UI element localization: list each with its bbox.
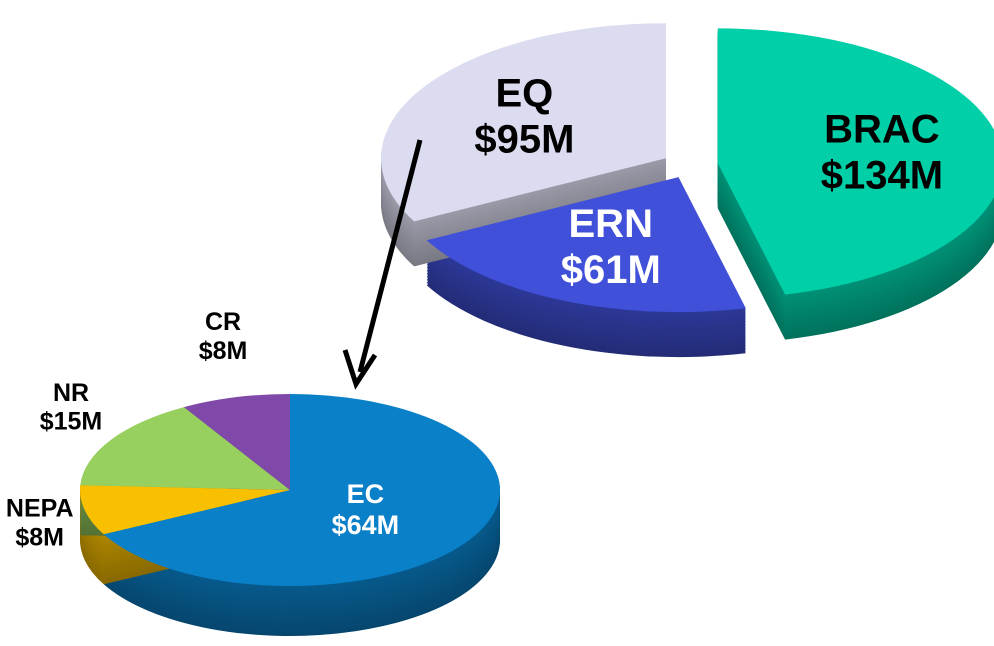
slice-label: ERN [569, 202, 653, 246]
slice-label: BRAC [824, 108, 940, 152]
slice [80, 407, 290, 490]
slice-value-label: $134M [821, 154, 943, 198]
pies: BRAC$134MERN$61MEQ$95MEC$64MNEPA$8MNR$15… [6, 23, 994, 636]
slice [426, 177, 746, 313]
slice-value-label: $8M [15, 523, 64, 551]
slice-label: NR [53, 379, 89, 407]
slice [381, 23, 666, 222]
slice [717, 28, 994, 295]
slice-value-label: $61M [561, 248, 661, 292]
slice-value-label: $15M [40, 408, 103, 436]
slice-label: EC [347, 479, 385, 509]
slice-label: CR [205, 308, 241, 336]
slice-label: EQ [495, 71, 553, 115]
arrow-shaft [357, 139, 423, 373]
slice-value-label: $8M [199, 337, 248, 365]
slice [184, 394, 290, 490]
slice [103, 393, 501, 587]
slice [80, 485, 291, 535]
slice-value-label: $64M [332, 510, 400, 540]
pie-chart: BRAC$134M ERN$61M EQ$95M [381, 23, 994, 358]
slice-label: NEPA [6, 495, 74, 523]
arrow-head [342, 349, 378, 390]
slice-value-label: $95M [474, 117, 574, 161]
